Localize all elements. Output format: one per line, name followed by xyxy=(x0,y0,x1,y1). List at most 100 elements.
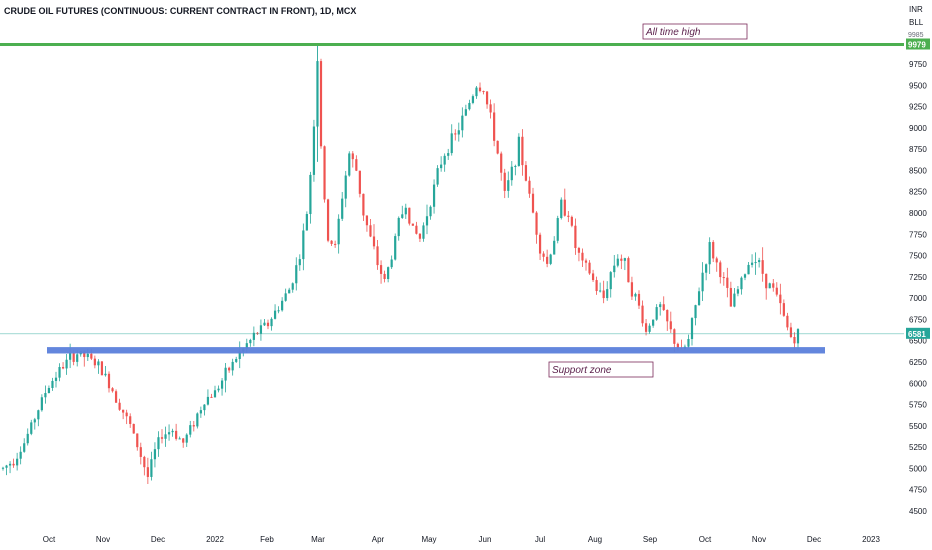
support-annotation[interactable]: Support zone xyxy=(548,361,654,378)
candle-body xyxy=(411,223,414,226)
candle-body xyxy=(263,322,266,326)
candle-body xyxy=(397,217,400,237)
candle-body xyxy=(538,234,542,254)
unit-label: BLL xyxy=(909,18,924,27)
candle-body xyxy=(44,393,47,398)
y-tick-6750: 6750 xyxy=(909,315,927,324)
candle-body xyxy=(655,307,658,320)
candle-body xyxy=(733,293,736,307)
time-axis[interactable]: Oct Nov Dec 2022 Feb Mar Apr May Jun Jul Aug Sep Oct… xyxy=(43,535,881,544)
candle-body xyxy=(160,437,164,439)
candle-body xyxy=(376,246,379,266)
candle-body xyxy=(344,175,347,199)
candle-body xyxy=(464,109,467,116)
candle-body xyxy=(436,168,439,185)
candle-body xyxy=(150,459,153,477)
candle-body xyxy=(153,449,157,460)
candle-body xyxy=(468,102,471,110)
support-zone-band[interactable] xyxy=(47,347,825,354)
candle-body xyxy=(210,396,213,398)
candle-body xyxy=(16,458,19,466)
candle-body xyxy=(613,265,616,273)
last-price-value: 6581 xyxy=(908,330,926,339)
candle-body xyxy=(461,115,464,131)
y-tick-8500: 8500 xyxy=(909,166,927,175)
candle-body xyxy=(379,265,383,274)
candle-body xyxy=(489,104,492,113)
candle-body xyxy=(673,329,676,344)
candle-body xyxy=(659,304,662,308)
candle-body xyxy=(104,373,107,376)
candle-body xyxy=(450,133,453,154)
candle-body xyxy=(556,218,559,241)
candle-body xyxy=(652,319,655,326)
candle-body xyxy=(722,277,725,279)
candle-body xyxy=(58,367,61,378)
candle-body xyxy=(401,214,404,218)
candle-body xyxy=(715,258,718,263)
candle-body xyxy=(705,264,708,273)
candle-body xyxy=(114,391,118,403)
x-tick-10: Aug xyxy=(588,535,602,544)
candle-body xyxy=(549,254,552,264)
candle-body xyxy=(270,318,273,327)
ath-price-badge: 9979 xyxy=(906,38,930,50)
candle-body xyxy=(40,397,43,411)
y-tick-4750: 4750 xyxy=(909,486,927,495)
candle-body xyxy=(471,96,475,103)
y-tick-7250: 7250 xyxy=(909,273,927,282)
candle-body xyxy=(775,287,778,295)
candle-body xyxy=(351,153,354,160)
candle-body xyxy=(789,327,793,338)
candle-body xyxy=(563,199,566,216)
candle-body xyxy=(334,243,337,245)
candle-body xyxy=(83,351,86,358)
candle-body xyxy=(432,184,436,207)
candle-body xyxy=(5,465,8,468)
candle-body xyxy=(358,170,361,194)
y-tick-8250: 8250 xyxy=(909,188,927,197)
candle-body xyxy=(72,353,75,362)
candle-body xyxy=(19,451,22,459)
y-tick-6500: 6500 xyxy=(909,337,927,346)
candle-body xyxy=(245,343,248,349)
candle-body xyxy=(765,273,768,289)
candle-body xyxy=(383,273,386,280)
candle-body xyxy=(634,293,637,297)
candle-body xyxy=(69,353,72,360)
candle-body xyxy=(295,265,298,284)
x-tick-7: May xyxy=(421,535,436,544)
candle-body xyxy=(26,433,29,444)
candle-body xyxy=(100,361,104,376)
candle-body xyxy=(701,272,704,292)
candle-body xyxy=(337,218,340,245)
ath-annotation[interactable]: All time high xyxy=(642,23,748,40)
candle-body xyxy=(676,343,679,349)
candle-body xyxy=(517,136,520,166)
chart-title: CRUDE OIL FUTURES (CONTINUOUS: CURRENT C… xyxy=(4,6,356,16)
price-axis[interactable]: INR BLL 9985 xyxy=(908,5,924,39)
x-tick-4: Feb xyxy=(260,535,274,544)
candle-body xyxy=(61,367,65,369)
candle-body xyxy=(196,413,199,427)
candle-body xyxy=(524,165,528,181)
ath-label-box xyxy=(642,23,748,40)
candle-body xyxy=(415,225,418,234)
candle-body xyxy=(90,353,93,359)
candle-body xyxy=(758,260,761,263)
candle-body xyxy=(122,409,125,413)
candle-body xyxy=(440,164,443,169)
candle-body xyxy=(139,447,142,457)
x-tick-8: Jun xyxy=(479,535,492,544)
y-tick-9250: 9250 xyxy=(909,103,927,112)
candle-body xyxy=(726,277,729,288)
candle-body xyxy=(372,236,376,247)
candle-body xyxy=(521,136,524,166)
candle-body xyxy=(546,256,549,264)
all-time-high-line[interactable] xyxy=(0,43,904,47)
candle-body xyxy=(425,216,429,226)
candle-body xyxy=(111,388,114,392)
x-tick-3: 2022 xyxy=(206,535,224,544)
